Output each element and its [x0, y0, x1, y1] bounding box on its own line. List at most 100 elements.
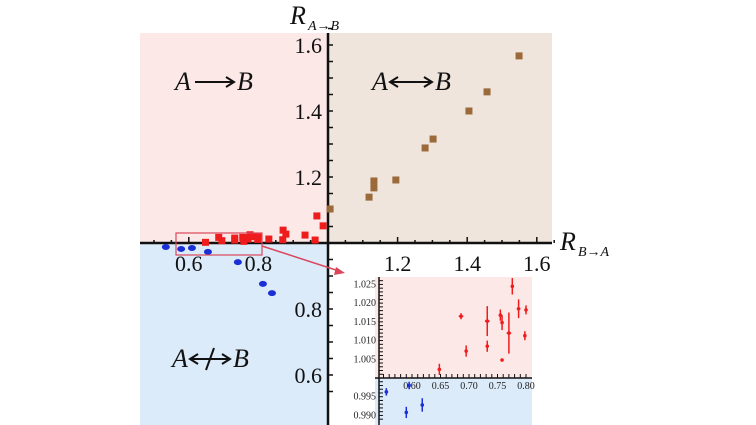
brown-point [326, 205, 334, 213]
region-label-a-to-b: A B [173, 67, 253, 96]
inset-y-tick-label: 0.990 [354, 410, 377, 421]
blue-point [187, 244, 196, 251]
marker [407, 383, 411, 388]
brown-point [483, 88, 491, 96]
marker [459, 314, 463, 319]
marker [420, 403, 425, 407]
red-point [265, 235, 273, 243]
svg-text:B→A: B→A [578, 245, 610, 260]
marker [507, 331, 511, 335]
marker [516, 306, 521, 311]
marker [500, 320, 504, 325]
y-tick-label: 1.4 [295, 99, 323, 124]
inset-red-point [437, 363, 442, 376]
svg-text:A: A [170, 344, 188, 373]
marker [500, 358, 504, 362]
svg-text:A: A [370, 67, 388, 96]
svg-text:B: B [237, 67, 253, 96]
arrow-crossed-icon [188, 347, 232, 371]
inset-bg-blue [375, 378, 532, 425]
blue-point [177, 245, 186, 252]
inset-blue-point [420, 398, 425, 412]
svg-text:B: B [233, 344, 249, 373]
brown-point [429, 135, 437, 143]
inset-red-point [506, 312, 512, 354]
y-tick-label: 0.6 [295, 363, 323, 388]
red-point [254, 235, 262, 243]
red-point [240, 237, 248, 245]
brown-point [365, 193, 373, 201]
arrow-right-icon [225, 76, 236, 88]
blue-point [233, 259, 242, 266]
y-tick-label: 1.2 [295, 165, 323, 190]
x-tick-label: 1.6 [523, 251, 551, 276]
inset-red-point [500, 315, 504, 331]
inset-y-tick-label: 1.015 [354, 317, 377, 328]
inset-red-point [524, 305, 528, 315]
red-point [279, 226, 287, 234]
inset-x-tick-label: 0.70 [460, 381, 478, 392]
inset-plot: 0.60 0.65 0.70 0.75 0.80 1.025 1.020 1.015 1.010… [354, 277, 535, 425]
red-point [246, 231, 254, 239]
blue-point [258, 280, 267, 287]
inset-red-point [484, 306, 490, 337]
svg-text:B: B [435, 67, 451, 96]
red-point [282, 230, 290, 238]
x-axis-title: R B→A [559, 227, 610, 260]
inset-y-tick-label: 1.010 [354, 336, 377, 347]
inset-red-point [510, 278, 515, 295]
red-point [250, 233, 258, 241]
red-point [244, 235, 252, 243]
red-point [202, 238, 210, 246]
red-point [218, 237, 226, 245]
inset-x-tick-label: 0.80 [517, 381, 535, 392]
marker [404, 410, 409, 415]
region-label-no-causality: A B [170, 344, 249, 373]
y-tick-label: 0.8 [295, 297, 323, 322]
red-point [311, 236, 319, 244]
brown-point [370, 177, 378, 185]
inset-red-point [498, 309, 503, 321]
inset-blue-point [404, 406, 409, 419]
inset-y-tick-label: 1.025 [354, 279, 377, 290]
svg-text:A→B: A→B [307, 19, 340, 34]
blue-point [203, 248, 212, 255]
y-tick-label: 1.6 [295, 33, 323, 58]
region-bidirectional [328, 33, 552, 243]
tick-labels: 0.6 0.8 1.2 1.4 1.61.61.41.20.80.6 [175, 33, 551, 388]
inset-x-tick-label: 0.65 [432, 381, 450, 392]
inset-y-tick-label: 1.020 [354, 298, 377, 309]
zoom-arrow-head-icon [334, 267, 345, 275]
inset-x-tick-label: 0.75 [489, 381, 507, 392]
red-point [319, 222, 327, 230]
region-no-causality [140, 243, 328, 425]
marker [464, 349, 468, 353]
brown-point [515, 52, 523, 60]
marker [437, 367, 442, 372]
region-a-to-b [140, 33, 328, 243]
red-point [231, 236, 239, 244]
x-tick-label: 1.4 [453, 251, 481, 276]
brown-point [421, 144, 429, 152]
brown-point [465, 107, 473, 115]
marker [498, 313, 503, 317]
zoom-arrow [261, 245, 343, 273]
red-point [313, 212, 321, 220]
svg-text:R: R [289, 1, 306, 30]
brown-point [370, 184, 378, 192]
red-point [279, 236, 287, 244]
red-point [301, 231, 309, 239]
region-label-bidirectional: A B [370, 67, 451, 96]
marker [384, 390, 389, 394]
zoom-region-box [175, 232, 263, 256]
inset-red-point [500, 358, 504, 362]
inset-red-point [516, 299, 521, 319]
inset-red-point [523, 331, 527, 341]
blue-point [267, 290, 276, 297]
data-points [161, 52, 523, 297]
inset-blue-point [384, 388, 389, 396]
inset-y-tick-label: 1.005 [354, 354, 377, 365]
inset-x-tick-label: 0.60 [403, 381, 421, 392]
inset-bg-red [375, 277, 532, 378]
